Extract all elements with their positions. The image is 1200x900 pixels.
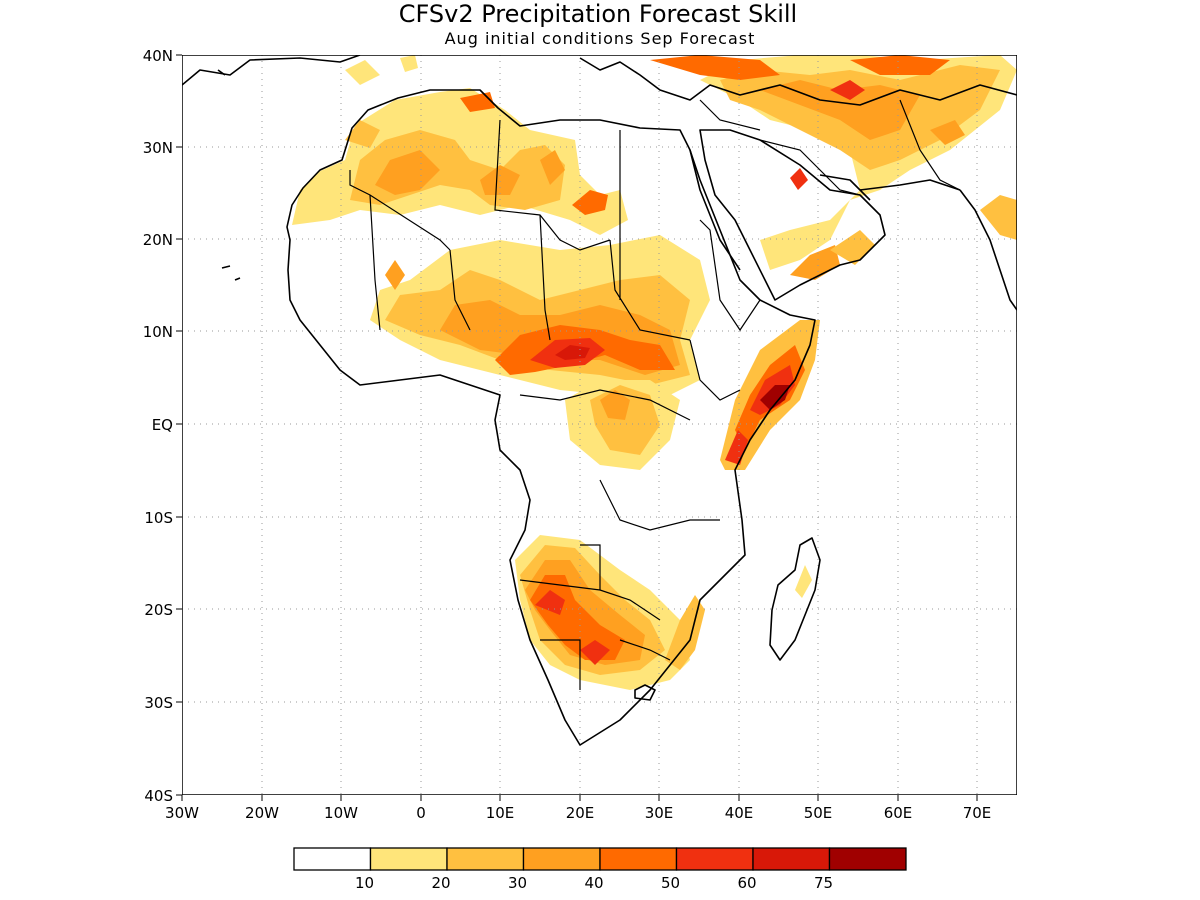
lon-label: 20W: [245, 804, 279, 822]
colorbar-label: 60: [737, 874, 756, 892]
lat-label: 40S: [144, 787, 173, 805]
colorbar-label: 30: [508, 874, 527, 892]
lon-label: 40E: [725, 804, 754, 822]
lon-label: 10E: [486, 804, 515, 822]
lat-label: 30N: [143, 139, 173, 157]
colorbar-label: 20: [431, 874, 450, 892]
map-subtitle: Aug initial conditions Sep Forecast: [445, 29, 756, 48]
longitude-axis: 30W 20W 10W 0 10E 20E 30E 40E 50E 60E 70…: [165, 804, 991, 822]
lon-label: 60E: [884, 804, 913, 822]
lon-label: 30W: [165, 804, 199, 822]
lon-label: 20E: [566, 804, 595, 822]
lat-label: 40N: [143, 47, 173, 65]
latitude-axis: 40N 30N 20N 10N EQ 10S 20S 30S 40S: [143, 47, 173, 805]
lon-label: 30E: [645, 804, 674, 822]
lon-label: 10W: [324, 804, 358, 822]
lon-label: 70E: [963, 804, 992, 822]
lon-ticks: [181, 795, 978, 801]
colorbar-legend: 10 20 30 40 50 60 75: [293, 847, 907, 892]
colorbar-label: 40: [584, 874, 603, 892]
colorbar-swatch: [293, 847, 372, 871]
lat-label: 30S: [144, 694, 173, 712]
lon-label: 0: [416, 804, 426, 822]
country-borders: [349, 99, 961, 690]
skill-shading: [292, 55, 1017, 690]
lat-label: 20S: [144, 601, 173, 619]
colorbar-swatch: [828, 847, 907, 871]
colorbar-boxes: [293, 847, 907, 871]
colorbar-swatch: [369, 847, 448, 871]
colorbar-labels: 10 20 30 40 50 60 75: [355, 874, 833, 892]
map-title: CFSv2 Precipitation Forecast Skill: [399, 0, 797, 28]
map-area: [182, 55, 1017, 795]
lat-label: 10N: [143, 323, 173, 341]
colorbar-swatch: [752, 847, 831, 871]
lon-label: 50E: [804, 804, 833, 822]
colorbar-label: 10: [355, 874, 374, 892]
colorbar-swatch: [446, 847, 525, 871]
lat-ticks: [176, 54, 182, 796]
colorbar-label: 50: [661, 874, 680, 892]
colorbar-swatch: [599, 847, 678, 871]
colorbar-label: 75: [814, 874, 833, 892]
colorbar-swatch: [675, 847, 754, 871]
lat-label: 10S: [144, 509, 173, 527]
coastlines: [182, 55, 1017, 746]
lat-label: 20N: [143, 231, 173, 249]
colorbar-swatch: [522, 847, 601, 871]
lat-label: EQ: [152, 416, 173, 434]
